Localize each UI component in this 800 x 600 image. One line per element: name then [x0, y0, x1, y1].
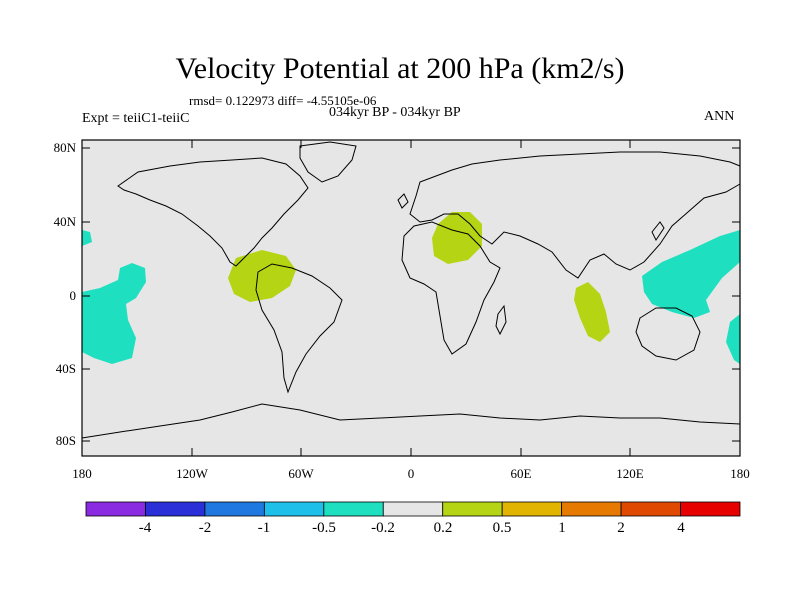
south-america-coast — [255, 263, 343, 394]
positive-anomaly-regions — [228, 212, 610, 342]
lon-label: 180 — [730, 466, 750, 481]
colorbar-label: 2 — [617, 520, 625, 536]
lon-label: 120W — [176, 466, 208, 481]
madagascar-coast — [495, 304, 507, 336]
colorbar-box — [442, 501, 503, 517]
colorbar-label: -4 — [138, 520, 152, 536]
africa-coast — [401, 221, 501, 355]
colorbar-box — [561, 501, 622, 517]
colorbar-box — [204, 501, 265, 517]
colorbar-box — [501, 501, 563, 517]
stats-label: rmsd= 0.122973 diff= -4.55105e-06 — [189, 93, 377, 108]
colorbar-box — [323, 501, 384, 517]
uk-coast — [397, 193, 409, 209]
colorbar-box — [263, 501, 325, 517]
australia-coast — [635, 307, 701, 361]
colorbar-label: -1 — [257, 520, 271, 536]
japan-coast — [651, 221, 665, 241]
antarctica-coast — [81, 403, 741, 439]
colorbar-box — [680, 501, 741, 517]
lon-label: 120E — [616, 466, 644, 481]
lon-tick-marks — [81, 140, 741, 456]
colorbar-box — [382, 501, 444, 517]
lon-label: 60W — [288, 466, 314, 481]
lat-label: 40N — [53, 214, 76, 229]
colorbar-box — [85, 501, 146, 517]
colorbar-box — [145, 501, 206, 517]
lat-label: 40S — [55, 361, 76, 376]
experiment-label: Expt = teiiC1-teiiC — [82, 111, 190, 126]
colorbar-label: 0.5 — [492, 520, 512, 536]
lat-label: 80N — [53, 140, 76, 155]
eurasia-coast — [409, 151, 741, 279]
mediterranean-positive-region — [432, 212, 482, 264]
east-edge-negative-region — [726, 314, 740, 364]
lon-label: 0 — [407, 466, 415, 481]
indian-ocean-positive-region — [574, 282, 610, 342]
negative-anomaly-regions — [82, 230, 740, 364]
lat-label: 0 — [69, 288, 77, 303]
lat-label: 80S — [55, 433, 76, 448]
greenland-coast — [299, 141, 357, 183]
colorbar-label: -0.2 — [371, 520, 395, 536]
season-label: ANN — [704, 109, 735, 124]
east-pacific-negative-region — [82, 263, 146, 364]
dateline-negative-region — [82, 230, 92, 246]
colorbar-box — [620, 501, 681, 517]
colorbar-label: 0.2 — [433, 520, 453, 536]
colorbar-label: -2 — [198, 520, 212, 536]
lon-label: 60E — [510, 466, 532, 481]
west-pacific-negative-region — [642, 230, 740, 318]
north-america-coast — [117, 157, 309, 267]
colorbar-label: 4 — [677, 520, 685, 536]
period-label: 034kyr BP - 034kyr BP — [329, 105, 461, 120]
colorbar-label: 1 — [558, 520, 566, 536]
coastlines — [81, 141, 741, 439]
caribbean-positive-region — [228, 250, 296, 302]
map-title: Velocity Potential at 200 hPa (km2/s) — [175, 52, 625, 85]
colorbar-label: -0.5 — [312, 520, 336, 536]
lat-tick-marks — [82, 147, 740, 442]
colorbar — [85, 501, 741, 517]
lon-label: 180 — [72, 466, 92, 481]
map-background — [82, 140, 740, 456]
